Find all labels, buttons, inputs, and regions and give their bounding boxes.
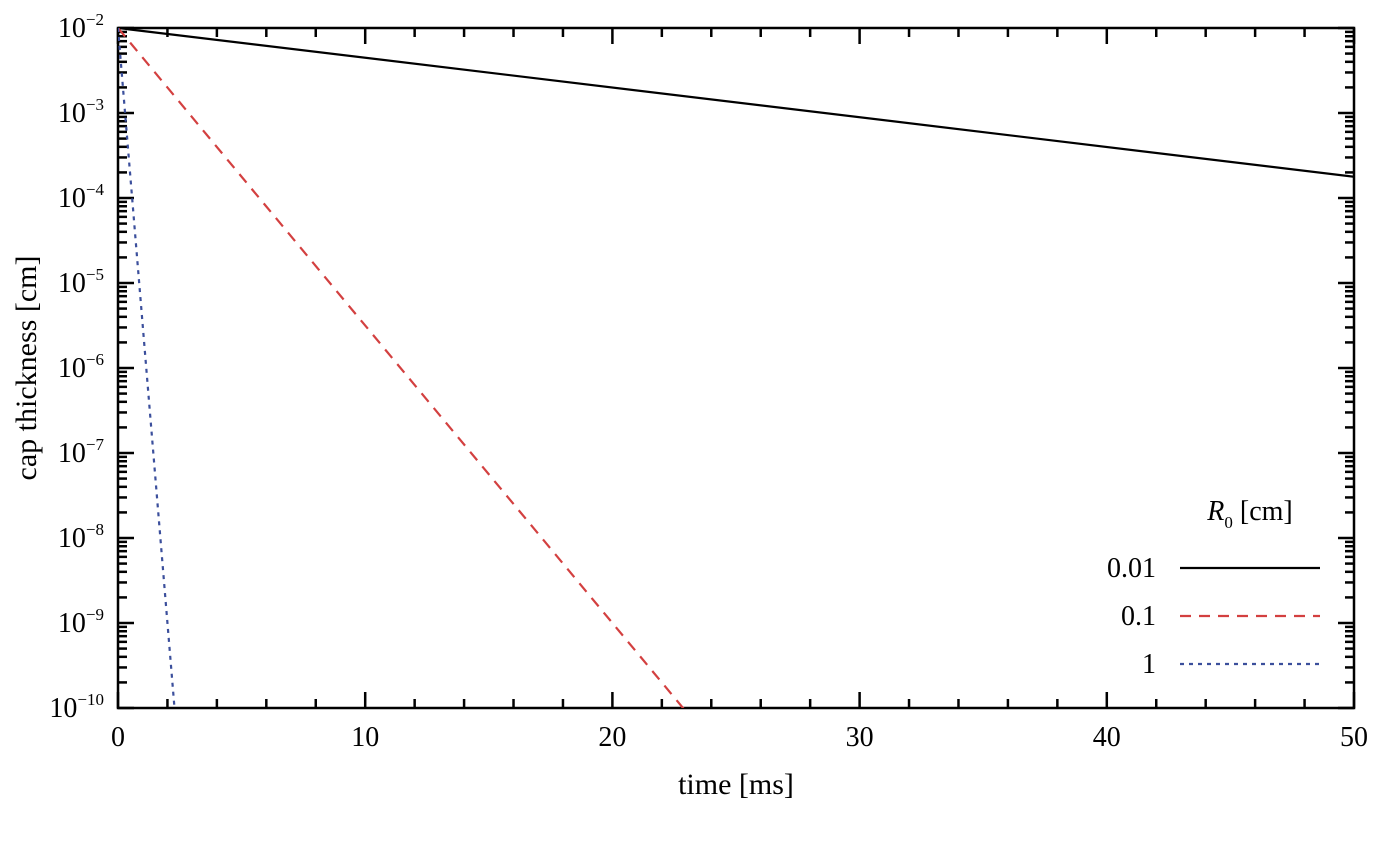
svg-text:20: 20 [598,722,626,753]
svg-text:10: 10 [351,722,379,753]
svg-text:0.01: 0.01 [1107,553,1156,584]
svg-text:R0 [cm]: R0 [cm] [1206,496,1292,532]
svg-text:50: 50 [1340,722,1368,753]
svg-text:0: 0 [111,722,125,753]
svg-text:40: 40 [1093,722,1121,753]
svg-text:1: 1 [1142,649,1156,680]
cap-thickness-chart: 0102030405010−210−310−410−510−610−710−81… [0,0,1384,850]
svg-text:0.1: 0.1 [1121,601,1156,632]
svg-text:time [ms]: time [ms] [678,768,794,801]
svg-text:30: 30 [846,722,874,753]
svg-text:cap thickness [cm]: cap thickness [cm] [10,256,43,481]
